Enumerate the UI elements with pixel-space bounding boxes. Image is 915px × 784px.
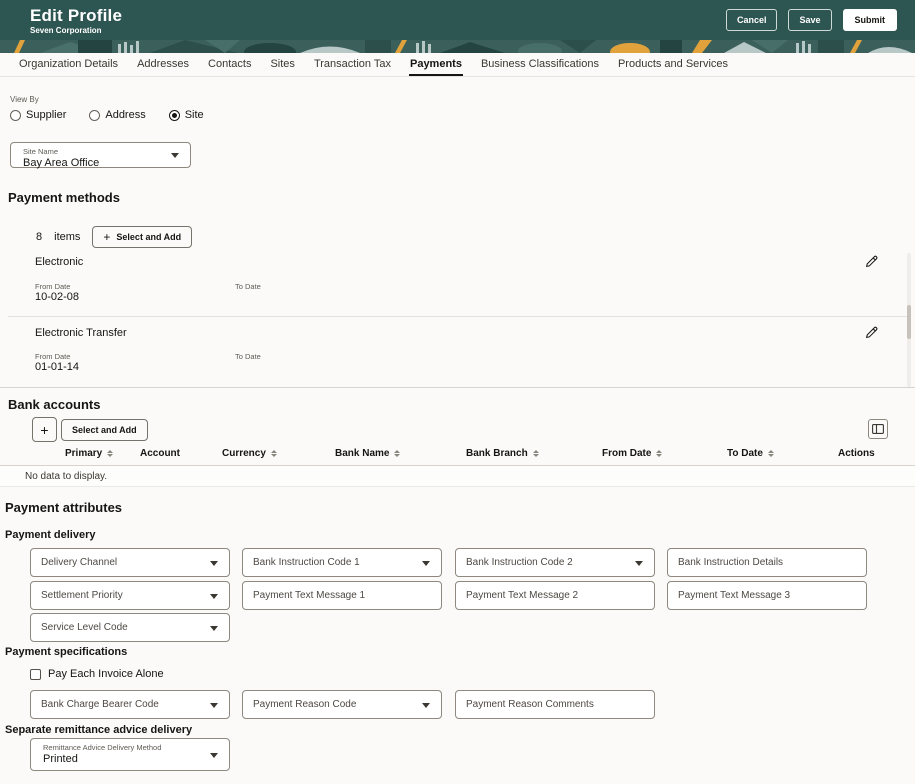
chevron-down-icon xyxy=(210,625,218,631)
edit-payment-method-button[interactable] xyxy=(862,324,880,345)
chevron-down-icon xyxy=(422,560,430,566)
items-count: 8 xyxy=(36,231,43,243)
sort-icon[interactable] xyxy=(532,450,539,457)
pencil-icon xyxy=(865,255,878,268)
sort-icon[interactable] xyxy=(394,450,401,457)
scrollbar-thumb[interactable] xyxy=(907,305,911,339)
column-header-actions: Actions xyxy=(838,448,875,459)
sort-icon[interactable] xyxy=(656,450,663,457)
chevron-down-icon xyxy=(210,702,218,708)
column-header-bank-branch[interactable]: Bank Branch xyxy=(466,448,539,459)
checkbox-icon xyxy=(30,668,41,680)
remittance-advice-delivery-method-select[interactable]: Remittance Advice Delivery Method Printe… xyxy=(30,738,230,771)
bank-instruction-code-1-select[interactable]: Bank Instruction Code 1 xyxy=(242,548,442,577)
settlement-priority-select[interactable]: Settlement Priority xyxy=(30,581,230,610)
from-date-value: 01-01-14 xyxy=(35,361,80,373)
sort-icon[interactable] xyxy=(107,450,114,457)
chevron-down-icon xyxy=(422,702,430,708)
column-header-currency[interactable]: Currency xyxy=(222,448,277,459)
tab-business-classifications[interactable]: Business Classifications xyxy=(480,57,599,70)
site-name-select[interactable]: Site Name Bay Area Office xyxy=(10,142,191,169)
tab-products-and-services[interactable]: Products and Services xyxy=(617,57,729,70)
payment-text-message-2-input[interactable]: Payment Text Message 2 xyxy=(455,581,655,610)
column-header-to-date[interactable]: To Date xyxy=(727,448,774,459)
to-date-label: To Date xyxy=(235,352,261,361)
cancel-button[interactable]: Cancel xyxy=(725,9,778,31)
bank-accounts-heading: Bank accounts xyxy=(8,397,101,412)
radio-address[interactable]: Address xyxy=(89,109,146,121)
column-header-primary[interactable]: Primary xyxy=(65,448,114,459)
payment-text-message-3-input[interactable]: Payment Text Message 3 xyxy=(667,581,867,610)
manage-columns-button[interactable] xyxy=(868,419,888,439)
bank-instruction-details-input[interactable]: Bank Instruction Details xyxy=(667,548,867,577)
plus-icon: + xyxy=(103,230,111,244)
tab-organization-details[interactable]: Organization Details xyxy=(19,57,119,70)
decorative-band xyxy=(0,40,915,53)
edit-payment-method-button[interactable] xyxy=(862,253,880,274)
bank-charge-bearer-code-select[interactable]: Bank Charge Bearer Code xyxy=(30,690,230,719)
profile-tabs: Organization Details Addresses Contacts … xyxy=(0,53,915,77)
service-level-code-select[interactable]: Service Level Code xyxy=(30,613,230,642)
columns-icon xyxy=(872,424,884,434)
chevron-down-icon xyxy=(635,560,643,566)
payment-methods-heading: Payment methods xyxy=(8,190,120,205)
payment-method-name: Electronic Transfer xyxy=(35,327,127,339)
pay-each-invoice-alone-checkbox[interactable]: Pay Each Invoice Alone xyxy=(30,668,164,680)
view-by-label: View By xyxy=(10,95,39,104)
payment-methods-scrollbar[interactable] xyxy=(907,253,911,387)
section-divider xyxy=(0,387,915,388)
chevron-down-icon xyxy=(210,560,218,566)
payment-text-message-1-input[interactable]: Payment Text Message 1 xyxy=(242,581,442,610)
radio-circle-icon xyxy=(10,109,21,121)
sort-icon[interactable] xyxy=(270,450,277,457)
chevron-down-icon xyxy=(210,593,218,599)
payment-specifications-heading: Payment specifications xyxy=(5,646,128,658)
payment-delivery-heading: Payment delivery xyxy=(5,529,96,541)
payment-attributes-heading: Payment attributes xyxy=(5,500,123,515)
radio-circle-icon xyxy=(89,109,101,121)
from-date-value: 10-02-08 xyxy=(35,291,80,303)
payment-reason-comments-input[interactable]: Payment Reason Comments xyxy=(455,690,655,719)
tab-addresses[interactable]: Addresses xyxy=(137,57,190,70)
page-title: Edit Profile xyxy=(30,5,123,25)
column-header-bank-name[interactable]: Bank Name xyxy=(335,448,401,459)
delivery-channel-select[interactable]: Delivery Channel xyxy=(30,548,230,577)
to-date-label: To Date xyxy=(235,282,261,291)
page-header: Edit Profile Seven Corporation Cancel Sa… xyxy=(0,0,915,40)
empty-message: No data to display. xyxy=(25,471,108,482)
from-date-label: From Date xyxy=(35,282,71,291)
chevron-down-icon xyxy=(210,752,218,758)
pencil-icon xyxy=(865,326,878,339)
column-header-account[interactable]: Account xyxy=(140,448,180,459)
radio-supplier[interactable]: Supplier xyxy=(10,109,66,121)
tab-sites[interactable]: Sites xyxy=(270,57,295,70)
tab-transaction-tax[interactable]: Transaction Tax xyxy=(313,57,391,70)
sort-icon[interactable] xyxy=(767,450,774,457)
payment-methods-select-and-add-button[interactable]: + Select and Add xyxy=(92,226,193,248)
tab-payments[interactable]: Payments xyxy=(408,54,463,76)
payment-reason-code-select[interactable]: Payment Reason Code xyxy=(242,690,442,719)
add-bank-account-button[interactable]: + xyxy=(32,417,57,442)
save-button[interactable]: Save xyxy=(788,9,832,31)
chevron-down-icon xyxy=(171,153,179,158)
radio-selected-icon xyxy=(168,109,180,121)
payment-method-name: Electronic xyxy=(35,256,84,268)
column-header-from-date[interactable]: From Date xyxy=(602,448,663,459)
bank-accounts-table-header: Primary Account Currency Bank Name Bank … xyxy=(0,444,915,466)
plus-icon: + xyxy=(40,421,49,438)
radio-site[interactable]: Site xyxy=(168,109,204,121)
submit-button[interactable]: Submit xyxy=(842,9,897,31)
bank-instruction-code-2-select[interactable]: Bank Instruction Code 2 xyxy=(455,548,655,577)
tab-contacts[interactable]: Contacts xyxy=(208,57,252,70)
separate-remittance-heading: Separate remittance advice delivery xyxy=(5,724,193,736)
from-date-label: From Date xyxy=(35,352,71,361)
row-divider xyxy=(8,316,907,317)
page-subtitle: Seven Corporation xyxy=(30,25,102,35)
bank-accounts-select-and-add-button[interactable]: Select and Add xyxy=(61,419,148,441)
view-by-radio-group: Supplier Address Site xyxy=(10,109,204,121)
empty-table-row: No data to display. xyxy=(0,466,915,487)
items-word: items xyxy=(54,231,81,243)
